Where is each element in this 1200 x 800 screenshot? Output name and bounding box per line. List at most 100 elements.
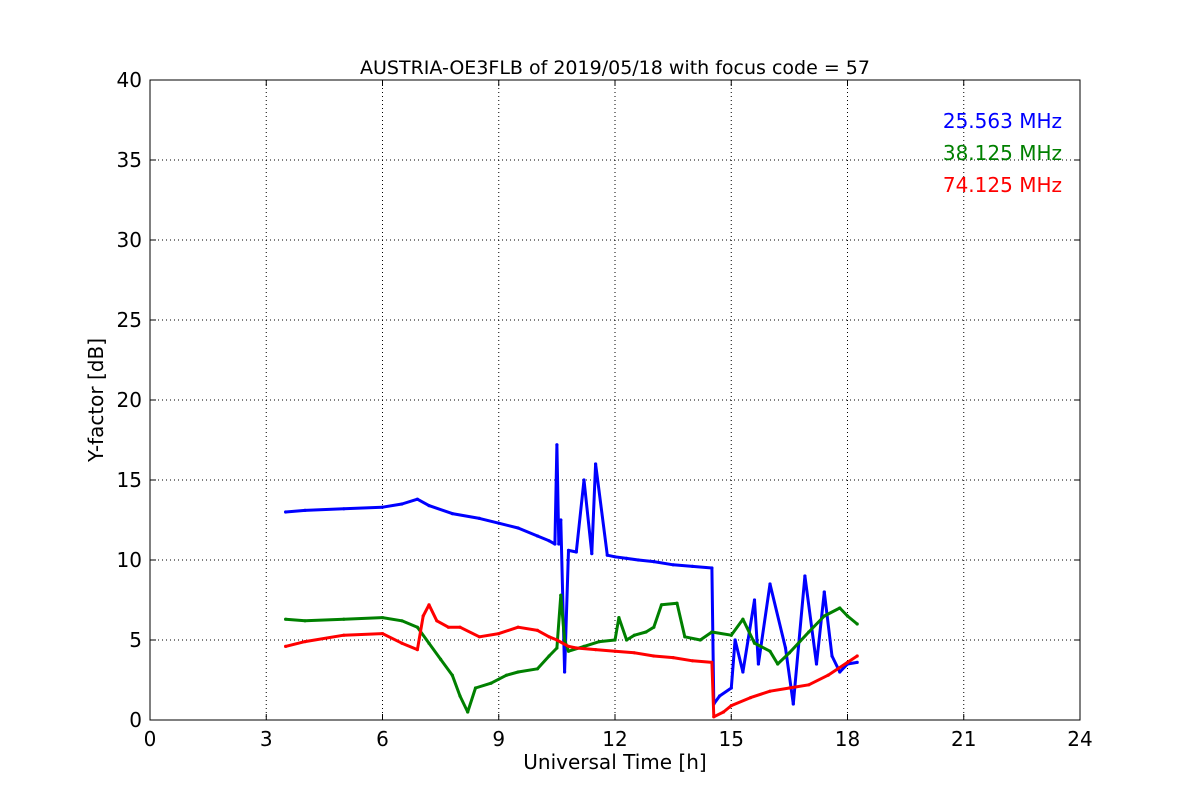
data-point xyxy=(625,556,629,561)
data-point xyxy=(458,694,462,698)
data-point xyxy=(613,555,617,559)
data-point xyxy=(439,657,443,661)
data-point xyxy=(613,649,617,653)
data-point xyxy=(729,686,733,690)
data-point xyxy=(803,574,807,578)
data-point xyxy=(574,646,578,650)
chart-title: AUSTRIA-OE3FLB of 2019/05/18 with focus … xyxy=(360,57,870,79)
x-tick-label: 12 xyxy=(602,727,627,751)
data-point xyxy=(466,710,470,714)
y-tick-label: 25 xyxy=(117,308,142,332)
data-point xyxy=(749,696,753,700)
data-point xyxy=(636,558,640,562)
x-axis-label: Universal Time [h] xyxy=(523,750,706,774)
data-point xyxy=(450,511,454,516)
data-point xyxy=(555,646,559,650)
data-point xyxy=(652,560,656,564)
data-point xyxy=(303,619,307,623)
data-point xyxy=(822,590,826,594)
data-point xyxy=(477,516,481,521)
data-point xyxy=(435,619,439,623)
data-point xyxy=(768,582,772,586)
data-point xyxy=(807,630,811,634)
data-point xyxy=(563,638,567,642)
x-tick-label: 0 xyxy=(144,727,157,751)
legend-entry: 38.125 MHz xyxy=(943,141,1062,165)
data-point xyxy=(733,638,737,642)
data-point xyxy=(855,654,859,658)
data-point xyxy=(582,478,586,482)
data-point xyxy=(690,564,695,569)
data-point xyxy=(710,630,714,634)
legend: 25.563 MHz 38.125 MHz 74.125 MHz xyxy=(943,109,1062,197)
data-point xyxy=(729,633,733,637)
data-point xyxy=(427,504,431,508)
data-point xyxy=(380,505,385,509)
data-point xyxy=(659,603,664,607)
data-point xyxy=(380,632,385,636)
data-point xyxy=(400,641,404,645)
data-point xyxy=(489,681,493,685)
data-point xyxy=(787,651,792,655)
data-point xyxy=(342,617,346,621)
data-point xyxy=(446,625,450,629)
data-point xyxy=(497,521,501,525)
data-point xyxy=(535,667,540,671)
y-tick-label: 40 xyxy=(117,68,142,92)
x-tick-label: 24 xyxy=(1067,727,1092,751)
data-point xyxy=(473,686,478,690)
data-point xyxy=(617,616,621,620)
data-point xyxy=(741,670,745,674)
x-tick-label: 3 xyxy=(260,727,273,751)
data-point xyxy=(566,649,571,653)
y-tick-label: 5 xyxy=(129,628,142,652)
data-point xyxy=(605,553,609,557)
data-point xyxy=(415,497,419,501)
series-1 xyxy=(284,593,859,714)
data-point xyxy=(563,670,567,674)
data-point xyxy=(458,625,462,629)
data-point xyxy=(710,660,714,665)
data-point xyxy=(535,534,540,538)
data-point xyxy=(547,539,551,543)
data-point xyxy=(644,630,648,634)
y-axis-label: Y-factor [dB] xyxy=(84,338,108,463)
data-point xyxy=(284,510,288,514)
data-point xyxy=(787,686,792,690)
y-tick-label: 30 xyxy=(117,228,142,252)
data-point xyxy=(845,614,850,618)
data-point xyxy=(718,694,722,698)
data-point xyxy=(594,648,598,652)
data-point xyxy=(845,660,850,665)
data-point xyxy=(557,542,561,546)
data-point xyxy=(752,598,757,602)
data-point xyxy=(712,715,716,719)
data-point xyxy=(450,673,454,677)
data-point xyxy=(427,603,431,607)
data-point xyxy=(516,526,520,530)
x-tick-label: 9 xyxy=(492,727,505,751)
data-point xyxy=(632,633,637,637)
data-point xyxy=(830,654,834,658)
data-point xyxy=(855,622,859,626)
data-point xyxy=(625,638,629,642)
data-point xyxy=(683,635,687,639)
data-point xyxy=(698,638,702,642)
x-tick-label: 18 xyxy=(835,727,860,751)
data-point xyxy=(303,640,307,644)
data-point xyxy=(675,601,679,605)
series-layer xyxy=(284,443,859,719)
data-point xyxy=(729,704,733,708)
data-point xyxy=(652,625,656,629)
data-point xyxy=(555,443,559,447)
series-2 xyxy=(284,603,859,719)
data-point xyxy=(497,632,501,636)
data-point xyxy=(613,638,617,642)
data-point xyxy=(427,641,431,645)
data-point xyxy=(555,638,559,642)
legend-entry: 25.563 MHz xyxy=(943,109,1062,133)
series-line xyxy=(285,603,859,719)
data-point xyxy=(632,651,637,655)
